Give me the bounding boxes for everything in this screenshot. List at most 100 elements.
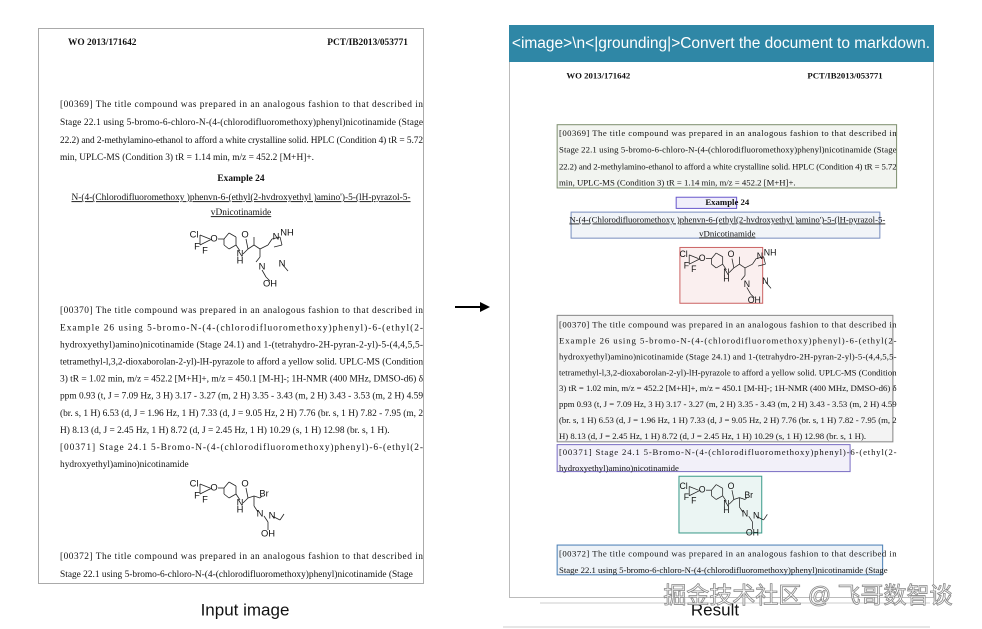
bond [281, 263, 289, 272]
bond [739, 506, 744, 513]
bond [746, 287, 751, 295]
bond [715, 484, 723, 489]
bond [750, 293, 755, 298]
bond [689, 254, 699, 259]
bond [757, 263, 766, 267]
layout-box [570, 211, 881, 239]
paragraph-line: hydroxyethyl)amino)nicotinamide [60, 459, 189, 470]
paragraph-line: (br. s, 1 H) 6.53 (d, J = 1.96 Hz, 1 H) … [559, 415, 897, 425]
bond [689, 258, 701, 265]
prompt-bar [509, 25, 934, 62]
bond [722, 263, 727, 270]
bond [733, 497, 740, 500]
atom-label: N [744, 279, 750, 289]
atom-label: OH [261, 527, 275, 538]
bond [711, 495, 717, 500]
atom-label: O [241, 228, 248, 239]
paragraph-line: [00370] The title compound was prepared … [559, 320, 897, 330]
atom-label: F [202, 493, 208, 504]
atom-label: F [684, 492, 689, 502]
paragraph-line: Example 26 using 5-bromo-N-(4-(chlorodif… [559, 335, 897, 345]
atom-label: NH [764, 247, 777, 257]
atom-label: OH [748, 295, 761, 305]
bond [715, 263, 723, 269]
bond [228, 481, 237, 487]
bond [279, 236, 283, 246]
bond [728, 499, 735, 505]
bond [223, 493, 230, 499]
atom-label: Br [744, 490, 753, 500]
paragraph-line: ppm 0.93 (t, J = 7.09 Hz, 3 H) 3.17 - 3.… [559, 399, 897, 409]
bond [253, 505, 259, 513]
paragraph-line: (br. s, 1 H) 6.53 (d, J = 1.96 Hz, 1 H) … [60, 408, 423, 419]
page-header: PCT/IB2013/053771 [807, 70, 882, 80]
atom-label: OH [746, 527, 759, 537]
bond [263, 515, 269, 523]
bond [711, 252, 717, 259]
bond [271, 515, 281, 521]
bond [739, 263, 746, 269]
paragraph-line: [00369] The title compound was prepared … [60, 99, 423, 110]
bond [740, 275, 746, 281]
atom-label: N [269, 509, 276, 520]
page-header: PCT/IB2013/053771 [327, 38, 408, 48]
layout-box [556, 544, 884, 576]
atom-label: O [728, 249, 735, 259]
atom-label: N [237, 496, 244, 507]
bond [689, 486, 699, 491]
bond [228, 493, 237, 499]
atom-label: O [699, 253, 706, 263]
bond [756, 256, 764, 259]
bond [199, 234, 211, 240]
result-document: WO 2013/171642 PCT/IB2013/053771 [00369] T… [556, 70, 897, 576]
bond [247, 244, 255, 250]
bond [235, 493, 241, 501]
bond [689, 489, 701, 497]
bond [242, 497, 249, 504]
atom-label: N [762, 276, 768, 286]
atom-label: N [723, 498, 729, 508]
bond [259, 495, 263, 499]
atom-label: H [237, 254, 244, 265]
paragraph-line: [00372] The title compound was prepared … [60, 551, 423, 562]
atom-label: N [237, 247, 244, 258]
atom-label: F [691, 496, 696, 506]
watermark: 掘金技术社区 @ 飞哥数智谈 [663, 582, 952, 608]
atom-label: F [194, 489, 200, 500]
atom-label: N [257, 507, 264, 518]
atom-label: H [723, 505, 729, 515]
bond [261, 269, 267, 278]
bond [255, 256, 261, 263]
atom-label: F [691, 264, 696, 274]
heading: Example 24 [217, 174, 264, 184]
bond [728, 267, 735, 273]
paragraph-line: 3) tR = 1.02 min, m/z = 452.2 [M+H]+, m/… [60, 374, 424, 385]
paragraph-line: tetramethyl-l,3,2-dioxaborolan-2-yl)-lH-… [60, 356, 423, 367]
atom-label: Cl [190, 228, 199, 239]
bond [711, 484, 717, 491]
atom-label: H [237, 503, 244, 514]
bond [731, 258, 735, 268]
atom-label: Br [259, 487, 268, 498]
bond [267, 238, 273, 246]
atom-label: O [699, 485, 706, 495]
atom-label: F [684, 260, 689, 270]
bond [279, 513, 285, 521]
layout-box [556, 444, 851, 473]
paragraph-line: [00371] Stage 24.1 5-Bromo-N-(4-(chlorod… [559, 447, 897, 457]
prompt: <image>\n<|grounding|>Convert the docume… [512, 35, 930, 52]
bond [763, 514, 768, 521]
bond [247, 495, 255, 499]
paragraph-line: [00371] Stage 24.1 5-Bromo-N-(4-(chlorod… [60, 442, 423, 453]
bond [228, 232, 237, 238]
layout-box [675, 196, 738, 209]
input-page [38, 28, 424, 584]
bond [259, 244, 269, 250]
bond [765, 281, 772, 289]
layout-box [678, 475, 763, 534]
atom-label: F [202, 244, 208, 255]
paragraph-line: 22.2) and 2-methylamino-ethanol to affor… [60, 135, 423, 146]
paragraph-line: 3) tR = 1.02 min, m/z = 452.2 [M+H]+, m/… [559, 383, 897, 393]
atom-label: F [194, 240, 200, 251]
